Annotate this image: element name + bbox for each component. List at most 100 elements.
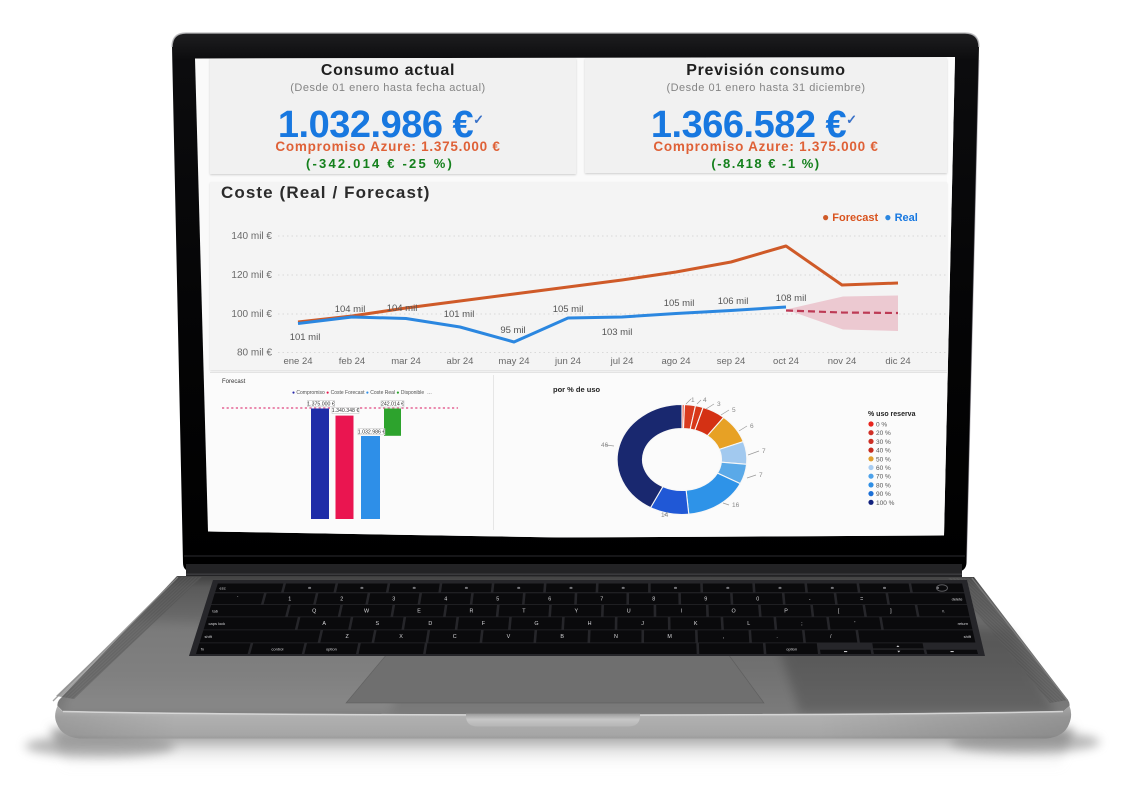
svg-text:0: 0 xyxy=(756,597,759,603)
svg-text:1.375.000 €: 1.375.000 € xyxy=(307,401,335,407)
svg-text:-: - xyxy=(809,597,811,603)
svg-text:U: U xyxy=(627,609,631,615)
svg-text:I: I xyxy=(680,609,682,615)
svg-text:Y: Y xyxy=(574,609,578,615)
svg-text:nov 24: nov 24 xyxy=(828,356,857,367)
svg-text:[: [ xyxy=(838,609,840,615)
svg-text:16: 16 xyxy=(732,502,740,509)
svg-text:G: G xyxy=(534,621,538,627)
svg-text:6: 6 xyxy=(750,423,754,430)
svg-text:100 mil €: 100 mil € xyxy=(231,309,272,320)
svg-text:H: H xyxy=(588,621,592,627)
svg-text:1.032.986 €: 1.032.986 € xyxy=(358,430,386,436)
svg-text:4: 4 xyxy=(444,597,447,603)
svg-text:J: J xyxy=(641,621,644,627)
svg-text:option: option xyxy=(326,646,337,651)
svg-text:90 %: 90 % xyxy=(876,491,891,498)
svg-text:20 %: 20 % xyxy=(876,430,891,437)
svg-text:tab: tab xyxy=(212,609,218,614)
svg-text:105 mil: 105 mil xyxy=(553,304,584,315)
svg-text:101 mil: 101 mil xyxy=(444,309,475,320)
svg-text:=: = xyxy=(860,597,863,603)
svg-text:B: B xyxy=(560,634,564,640)
svg-text:K: K xyxy=(694,621,698,627)
svg-text:sep 24: sep 24 xyxy=(717,356,746,367)
svg-text:C: C xyxy=(453,634,457,640)
svg-text:control: control xyxy=(271,646,283,651)
svg-text:103 mil: 103 mil xyxy=(602,327,633,338)
svg-text:Z: Z xyxy=(346,634,350,640)
svg-text:30 %: 30 % xyxy=(876,439,891,446)
svg-text:oct 24: oct 24 xyxy=(773,356,799,367)
svg-text:]: ] xyxy=(890,609,892,615)
svg-text:108 mil: 108 mil xyxy=(776,293,807,304)
svg-text:;: ; xyxy=(801,621,803,627)
svg-text:may 24: may 24 xyxy=(498,356,529,367)
svg-text:esc: esc xyxy=(220,586,226,591)
svg-text:N: N xyxy=(614,634,618,640)
svg-text:,: , xyxy=(723,634,725,640)
svg-text:T: T xyxy=(522,609,526,615)
svg-text:return: return xyxy=(958,621,968,626)
svg-text:6: 6 xyxy=(548,597,551,603)
svg-text:46: 46 xyxy=(601,442,609,449)
svg-text:fn: fn xyxy=(201,646,204,651)
svg-text:105 mil: 105 mil xyxy=(664,298,695,309)
svg-text:9: 9 xyxy=(704,597,707,603)
svg-text:1: 1 xyxy=(691,397,695,404)
svg-text:W: W xyxy=(364,609,370,615)
svg-text:4: 4 xyxy=(703,397,707,404)
svg-text:`: ` xyxy=(237,597,239,603)
svg-text:242.014 €: 242.014 € xyxy=(381,402,404,408)
svg-text:E: E xyxy=(417,609,421,615)
svg-text:shift: shift xyxy=(205,634,213,639)
svg-text:A: A xyxy=(322,621,326,627)
svg-text:140 mil €: 140 mil € xyxy=(231,231,272,242)
svg-text:1.340.348 €: 1.340.348 € xyxy=(332,408,360,414)
svg-text:1: 1 xyxy=(288,597,291,603)
svg-text:80 mil €: 80 mil € xyxy=(237,348,272,359)
svg-text:F: F xyxy=(482,621,486,627)
svg-text:104 mil: 104 mil xyxy=(335,304,366,315)
svg-text:120 mil €: 120 mil € xyxy=(231,270,272,281)
svg-text:101 mil: 101 mil xyxy=(290,332,321,343)
svg-text:caps lock: caps lock xyxy=(209,621,226,626)
svg-text:7: 7 xyxy=(759,472,763,479)
svg-text:abr 24: abr 24 xyxy=(447,356,474,367)
svg-text:95 mil: 95 mil xyxy=(500,325,525,336)
svg-text:X: X xyxy=(399,634,403,640)
svg-text:shift: shift xyxy=(964,634,972,639)
svg-text:jul 24: jul 24 xyxy=(610,356,634,367)
svg-text:40 %: 40 % xyxy=(876,448,891,455)
svg-text:ene 24: ene 24 xyxy=(283,356,312,367)
svg-text:P: P xyxy=(784,609,788,615)
svg-text:': ' xyxy=(854,621,855,627)
svg-text:5: 5 xyxy=(732,407,736,414)
svg-text:Q: Q xyxy=(312,609,316,615)
svg-text:delete: delete xyxy=(952,597,964,602)
svg-text:80 %: 80 % xyxy=(876,482,891,489)
svg-text:ago 24: ago 24 xyxy=(661,356,690,367)
svg-text:O: O xyxy=(731,609,735,615)
svg-text:7: 7 xyxy=(762,448,766,455)
svg-text:mar 24: mar 24 xyxy=(391,356,421,367)
svg-text:jun 24: jun 24 xyxy=(554,356,581,367)
svg-text:2: 2 xyxy=(340,597,343,603)
svg-text:0 %: 0 % xyxy=(876,422,887,429)
svg-text:50 %: 50 % xyxy=(876,456,891,463)
svg-text:104 mil: 104 mil xyxy=(387,303,418,314)
svg-text:/: / xyxy=(830,634,832,640)
svg-text:D: D xyxy=(428,621,432,627)
svg-text:60 %: 60 % xyxy=(876,465,891,472)
svg-text:8: 8 xyxy=(652,597,655,603)
svg-text:14: 14 xyxy=(661,512,669,519)
svg-text:106 mil: 106 mil xyxy=(718,296,749,307)
svg-text:70 %: 70 % xyxy=(876,474,891,481)
svg-text:3: 3 xyxy=(717,401,721,408)
svg-text:option: option xyxy=(786,646,797,651)
svg-text:R: R xyxy=(470,609,474,615)
svg-text:feb 24: feb 24 xyxy=(339,356,365,367)
svg-text:M: M xyxy=(667,634,672,640)
svg-text:5: 5 xyxy=(496,597,499,603)
svg-text:100 %: 100 % xyxy=(876,500,895,507)
